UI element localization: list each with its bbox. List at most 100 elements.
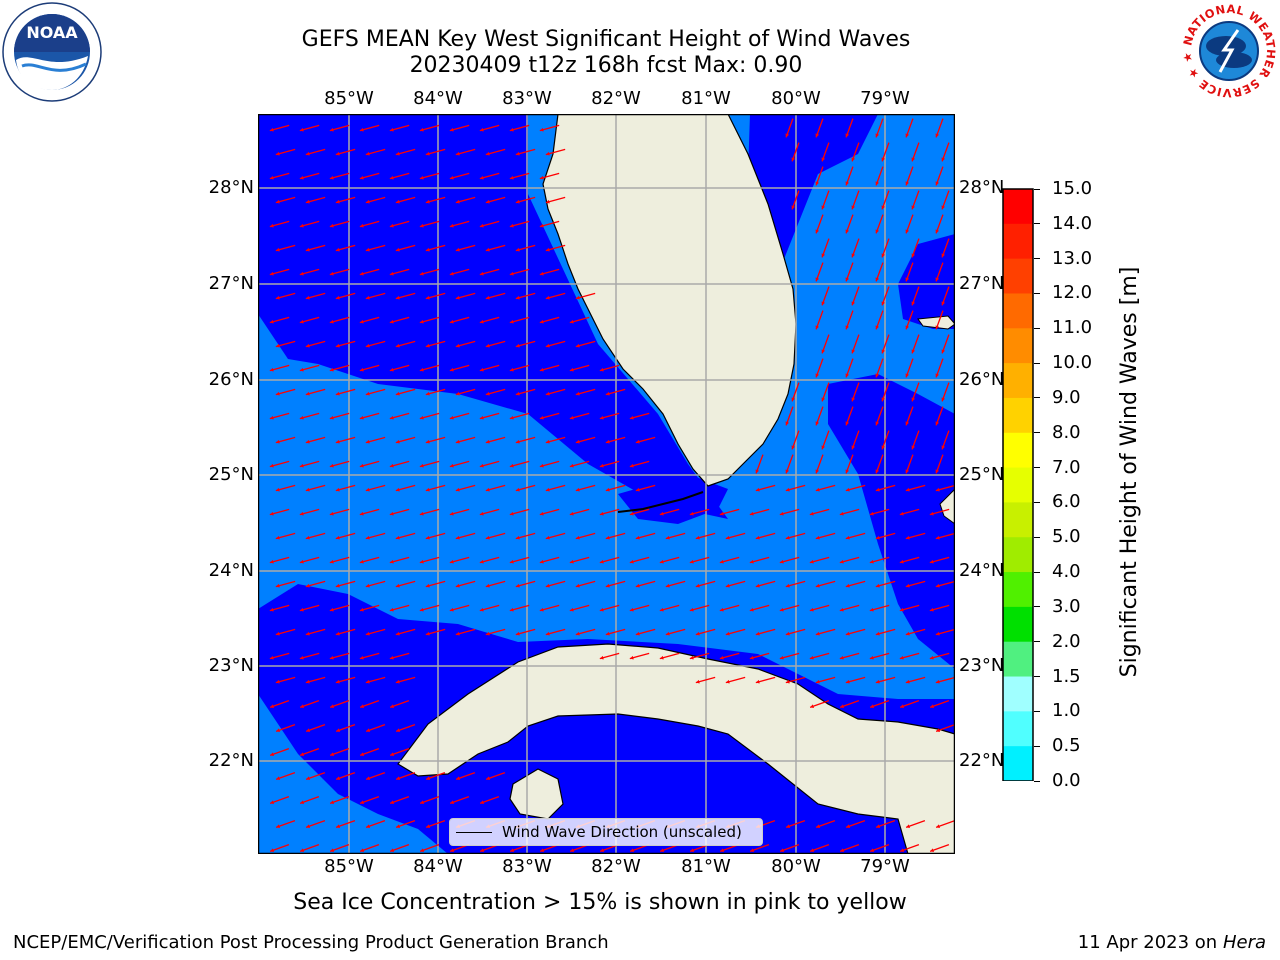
wave-direction-arrowhead [905,631,910,636]
wave-direction-arrowhead [941,349,946,354]
wave-direction-arrowhead [779,511,784,516]
wave-direction-arrowhead [275,343,280,348]
wave-direction-arrowhead [881,205,886,210]
wave-direction-arrowhead [305,247,310,252]
wave-direction-arrowhead [359,175,364,180]
wave-direction-arrowhead [299,511,304,516]
wave-direction-arrowhead [815,181,820,186]
lon-tick-bottom: 85°W [324,856,374,877]
wave-direction-arrowhead [486,776,491,781]
wave-direction-arrowhead [545,583,550,588]
wave-direction-arrowhead [275,583,280,588]
wave-direction-arrowhead [845,181,850,186]
wave-direction-arrowhead [845,469,850,474]
wave-direction-arrowhead [839,511,844,516]
wave-direction-arrowhead [821,157,826,162]
wave-direction-arrowhead [275,487,280,492]
wave-direction-arrowhead [539,463,544,468]
wave-direction-arrowhead [449,175,454,180]
wave-direction-arrowhead [335,247,340,252]
wave-direction-arrowhead [389,511,394,516]
wave-direction-arrowhead [426,776,431,781]
wave-direction-arrowhead [335,199,340,204]
wave-direction-arrowhead [905,487,910,492]
footer-machine: Hera [1222,932,1266,953]
wave-direction-arrowhead [450,848,455,853]
wave-direction-arrowhead [785,133,790,138]
wave-direction-arrowhead [329,463,334,468]
wave-direction-arrowhead [419,463,424,468]
wave-direction-arrowhead [851,445,856,450]
wave-direction-arrowhead [449,367,454,372]
wave-direction-arrowhead [815,631,820,636]
wave-direction-arrowhead [630,848,635,853]
wave-direction-arrowhead [389,559,394,564]
wave-direction-arrowhead [930,848,935,853]
lat-tick-right: 28°N [959,177,1005,198]
wave-direction-arrowhead [455,391,460,396]
colorbar-tick-mark [1034,467,1040,469]
colorbar-tick-label: 12.0 [1052,282,1093,304]
andros-island [939,488,955,525]
wave-direction-arrowhead [809,511,814,516]
wave-direction-arrowhead [269,415,274,420]
wave-direction-arrowhead [575,631,580,636]
wave-direction-arrowhead [389,319,394,324]
wave-direction-arrowhead [390,752,395,757]
wave-direction-arrowhead [305,391,310,396]
wave-direction-arrowhead [881,157,886,162]
colorbar-tick-mark [1034,606,1040,608]
colorbar-tick-label: 5.0 [1052,526,1081,548]
wave-direction-arrowhead [329,223,334,228]
wave-direction-arrowhead [300,848,305,853]
wave-direction-arrowhead [941,301,946,306]
wave-direction-arrowhead [335,535,340,540]
wave-direction-arrowhead [329,367,334,372]
wave-direction-arrowhead [479,607,484,612]
wave-direction-arrowhead [269,511,274,516]
wave-direction-arrowhead [876,824,881,829]
wave-direction-arrowhead [419,367,424,372]
wave-direction-arrowhead [390,800,395,805]
wave-direction-arrowhead [899,559,904,564]
wave-direction-arrowhead [269,655,274,660]
wave-direction-arrowhead [479,415,484,420]
wave-direction-arrowhead [456,776,461,781]
florida-keys [617,491,704,513]
lat-tick-right: 23°N [959,655,1005,676]
footer-left: NCEP/EMC/Verification Post Processing Pr… [13,932,609,953]
wave-direction-arrowhead [870,704,875,709]
wave-direction-arrowhead [779,559,784,564]
wave-direction-arrowhead [905,277,910,282]
wave-direction-arrowhead [389,607,394,612]
wave-direction-arrowhead [395,295,400,300]
wave-direction-arrowhead [455,583,460,588]
wave-direction-arrowhead [935,631,940,636]
wave-direction-arrowhead [365,631,370,636]
wave-direction-arrowhead [539,127,544,132]
wave-direction-arrowhead [719,655,724,660]
wave-direction-arrowhead [299,127,304,132]
colorbar-segment [1003,676,1033,712]
wave-direction-arrowhead [479,127,484,132]
wave-direction-arrowhead [929,607,934,612]
wave-direction-arrowhead [935,679,940,684]
wave-direction-arrowhead [275,199,280,204]
wave-direction-arrowhead [791,157,796,162]
wave-direction-arrowhead [419,511,424,516]
wave-direction-arrowhead [815,229,820,234]
wave-direction-arrowhead [269,223,274,228]
wave-direction-arrowhead [305,439,310,444]
wave-direction-arrowhead [395,199,400,204]
colorbar-segment [1003,363,1033,399]
wave-direction-arrowhead [419,127,424,132]
wave-direction-arrowhead [299,271,304,276]
wave-direction-arrowhead [659,559,664,564]
wave-direction-arrowhead [419,175,424,180]
lat-tick-right: 25°N [959,464,1005,485]
wave-direction-arrowhead [479,175,484,180]
wave-direction-arrowhead [725,535,730,540]
colorbar [1002,188,1034,781]
wave-direction-arrowhead [539,607,544,612]
wave-direction-arrowhead [570,848,575,853]
